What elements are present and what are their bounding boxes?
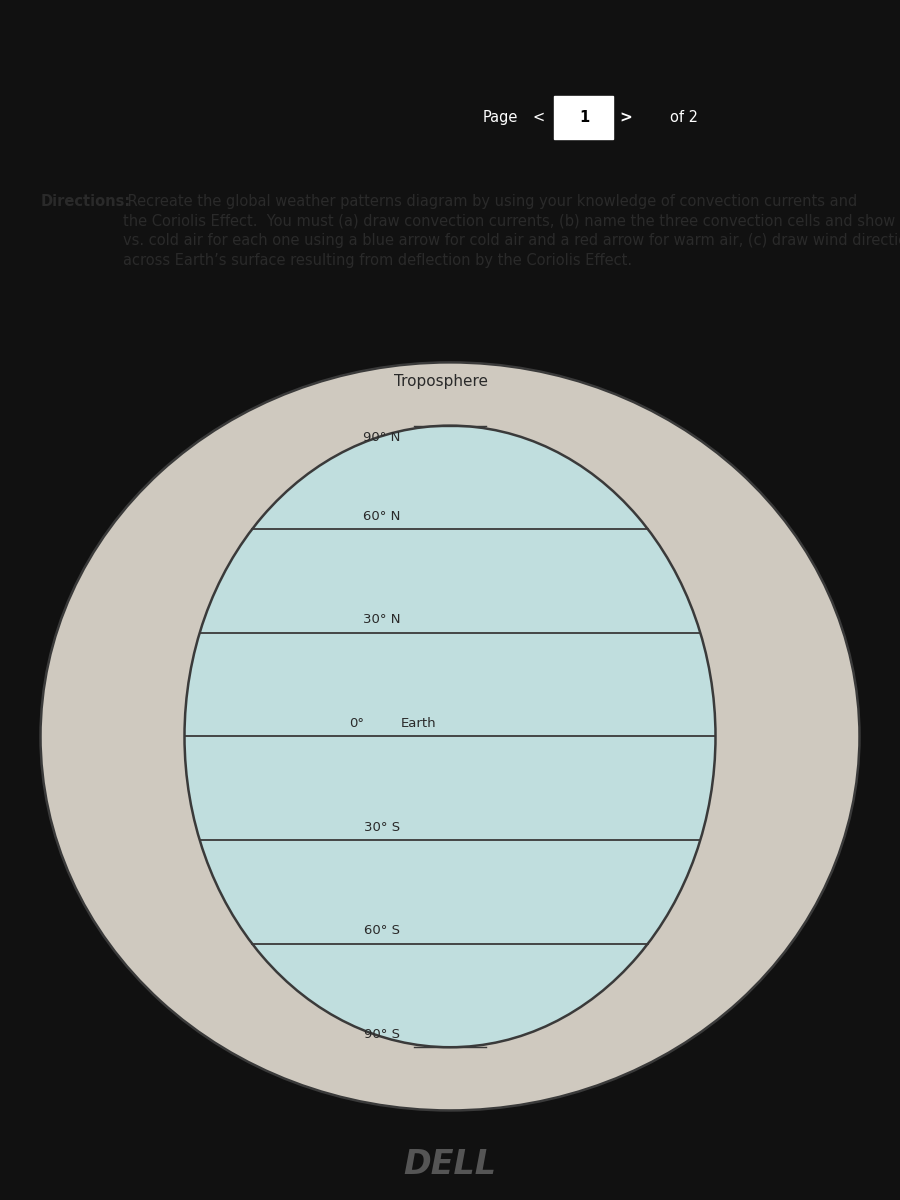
- Text: Directions:: Directions:: [40, 194, 130, 209]
- Text: Page: Page: [482, 110, 518, 125]
- Text: DELL: DELL: [403, 1147, 497, 1181]
- Text: 90° S: 90° S: [364, 1028, 400, 1040]
- Bar: [554, 96, 613, 139]
- Text: 30° N: 30° N: [363, 613, 400, 626]
- Text: of 2: of 2: [670, 110, 698, 125]
- Text: 60° N: 60° N: [363, 510, 400, 523]
- Text: >: >: [619, 110, 632, 125]
- Text: Earth: Earth: [400, 718, 436, 730]
- Text: 0°: 0°: [349, 718, 364, 730]
- Ellipse shape: [40, 362, 859, 1110]
- Ellipse shape: [184, 426, 716, 1048]
- Text: 30° S: 30° S: [364, 821, 400, 834]
- Text: Recreate the global weather patterns diagram by using your knowledge of convecti: Recreate the global weather patterns dia…: [123, 194, 900, 269]
- Text: <: <: [532, 110, 544, 125]
- Text: Troposphere: Troposphere: [394, 374, 488, 389]
- Text: 90° N: 90° N: [363, 431, 400, 444]
- Text: 60° S: 60° S: [364, 924, 400, 937]
- Text: 1: 1: [579, 110, 590, 125]
